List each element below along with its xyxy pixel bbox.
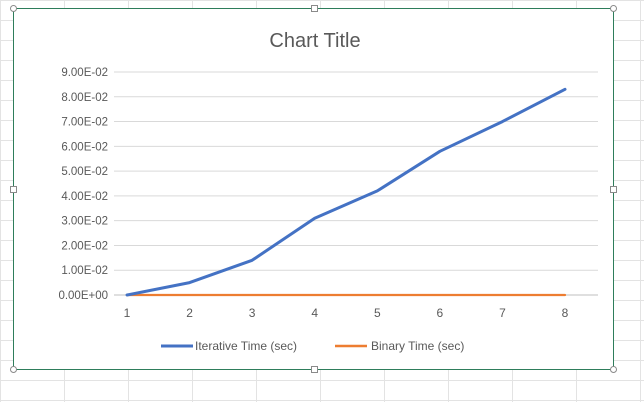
x-tick-label: 8 [562,306,569,320]
y-tick-label: 1.00E-02 [61,265,108,277]
x-tick-label: 3 [249,306,256,320]
y-tick-label: 7.00E-02 [61,117,108,129]
resize-handle-top[interactable] [311,5,318,12]
x-tick-label: 7 [499,306,506,320]
x-tick-label: 2 [186,306,193,320]
resize-handle-right[interactable] [610,186,617,193]
resize-handle-bottom[interactable] [311,366,318,373]
chart-container[interactable]: Chart Title 0.00E+00 1.00E-02 2.00E-02 3.00… [13,8,614,370]
x-tick-label: 5 [374,306,381,320]
y-tick-label: 5.00E-02 [61,166,108,178]
gridlines [114,71,598,296]
x-tick-label: 6 [437,306,444,320]
legend[interactable]: Iterative Time (sec) Binary Time (sec) [161,339,464,353]
x-tick-label: 4 [311,306,318,320]
y-tick-label: 3.00E-02 [61,216,108,228]
chart-title[interactable]: Chart Title [269,30,360,52]
x-axis: 1 2 3 4 5 6 7 8 [124,306,569,320]
legend-label: Binary Time (sec) [371,339,464,353]
resize-handle-bottom-right[interactable] [610,366,617,373]
resize-handle-top-left[interactable] [10,5,17,12]
y-tick-label: 9.00E-02 [61,67,108,79]
y-tick-label: 0.00E+00 [58,290,108,302]
line-chart: Chart Title 0.00E+00 1.00E-02 2.00E-02 3.00… [58,30,598,353]
series-line-iterative[interactable] [125,87,567,297]
y-tick-label: 4.00E-02 [61,191,108,203]
series-lines [125,87,567,297]
y-tick-label: 2.00E-02 [61,240,108,252]
y-axis: 0.00E+00 1.00E-02 2.00E-02 3.00E-02 4.00E-02… [58,67,108,302]
legend-label: Iterative Time (sec) [195,339,297,353]
resize-handle-top-right[interactable] [610,5,617,12]
x-tick-label: 1 [124,306,131,320]
y-tick-label: 8.00E-02 [61,92,108,104]
resize-handle-left[interactable] [10,186,17,193]
y-tick-label: 6.00E-02 [61,141,108,153]
resize-handle-bottom-left[interactable] [10,366,17,373]
